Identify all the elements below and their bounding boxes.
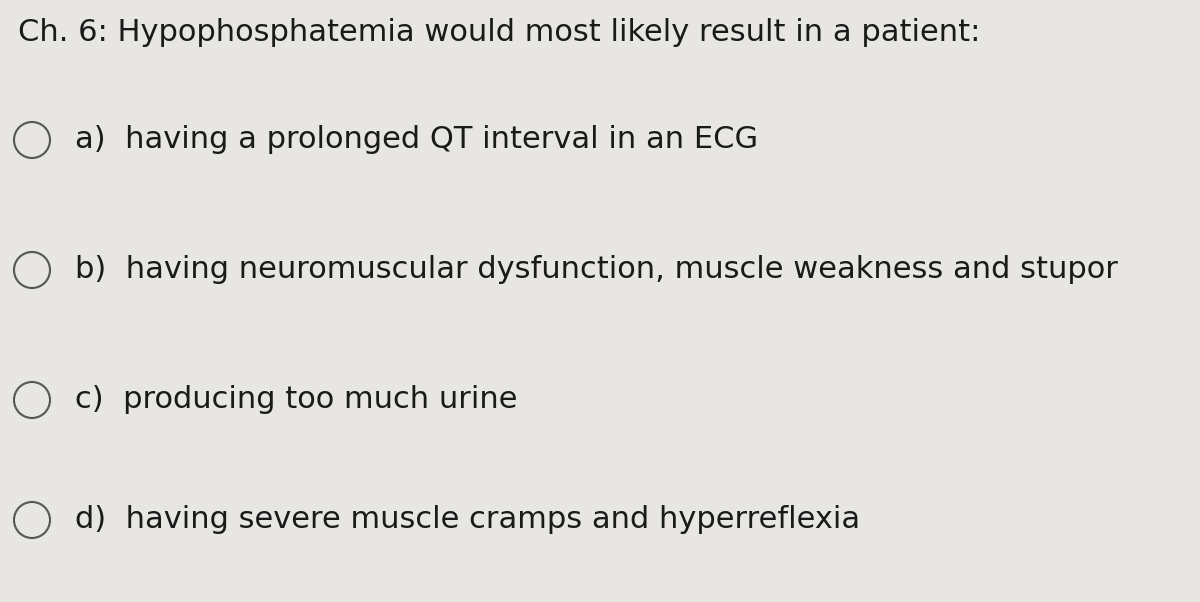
Text: d)  having severe muscle cramps and hyperreflexia: d) having severe muscle cramps and hyper… xyxy=(74,506,860,535)
Text: c)  producing too much urine: c) producing too much urine xyxy=(74,385,517,415)
Text: b)  having neuromuscular dysfunction, muscle weakness and stupor: b) having neuromuscular dysfunction, mus… xyxy=(74,255,1118,285)
Text: a)  having a prolonged QT interval in an ECG: a) having a prolonged QT interval in an … xyxy=(74,125,758,155)
Text: Ch. 6: Hypophosphatemia would most likely result in a patient:: Ch. 6: Hypophosphatemia would most likel… xyxy=(18,18,980,47)
